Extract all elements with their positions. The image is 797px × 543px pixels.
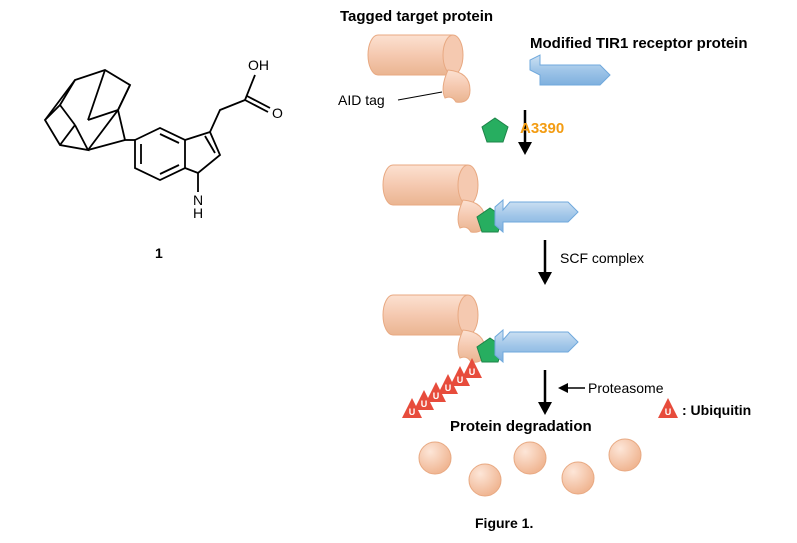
- svg-text:U: U: [469, 367, 476, 377]
- svg-text:U: U: [433, 391, 440, 401]
- pathway-diagram: Tagged target protein: [330, 0, 790, 540]
- ubiquitin-chain: U U U U U U: [402, 358, 482, 418]
- target-protein-2: [383, 165, 485, 232]
- degradation-spheres: [419, 439, 641, 496]
- tir1-2: [495, 200, 578, 232]
- proteasome-label: Proteasome: [588, 380, 663, 396]
- aid-tag-label: AID tag: [338, 92, 385, 108]
- o-label: O: [272, 105, 283, 121]
- target-protein-3: [383, 295, 485, 362]
- figure-container: N H OH O 1 Tagged target protein: [0, 0, 797, 543]
- ubiquitin-legend-icon: U: [658, 398, 678, 418]
- svg-text:U: U: [665, 407, 672, 417]
- compound-number: 1: [155, 245, 163, 261]
- scf-label: SCF complex: [560, 250, 644, 266]
- figure-caption: Figure 1.: [475, 515, 533, 531]
- arrow-2: [538, 240, 552, 285]
- tir1-label: Modified TIR1 receptor protein: [530, 35, 748, 52]
- tir1-1: [530, 55, 610, 85]
- structure-svg: N H OH O: [20, 20, 300, 270]
- svg-text:U: U: [457, 375, 464, 385]
- tir1-3: [495, 330, 578, 362]
- degradation-label: Protein degradation: [450, 418, 592, 435]
- compound-pentagon-1: [482, 118, 508, 142]
- oh-label: OH: [248, 57, 269, 73]
- svg-text:U: U: [445, 383, 452, 393]
- arrow-3: [538, 370, 552, 415]
- ubiquitin-legend-label: : Ubiquitin: [682, 402, 751, 418]
- svg-text:U: U: [421, 399, 428, 409]
- nh-label: H: [193, 205, 203, 221]
- pathway-svg: U U U U U U: [330, 0, 790, 540]
- a3390-label: A3390: [520, 120, 564, 137]
- svg-text:U: U: [409, 407, 416, 417]
- chemical-structure: N H OH O 1: [20, 20, 300, 270]
